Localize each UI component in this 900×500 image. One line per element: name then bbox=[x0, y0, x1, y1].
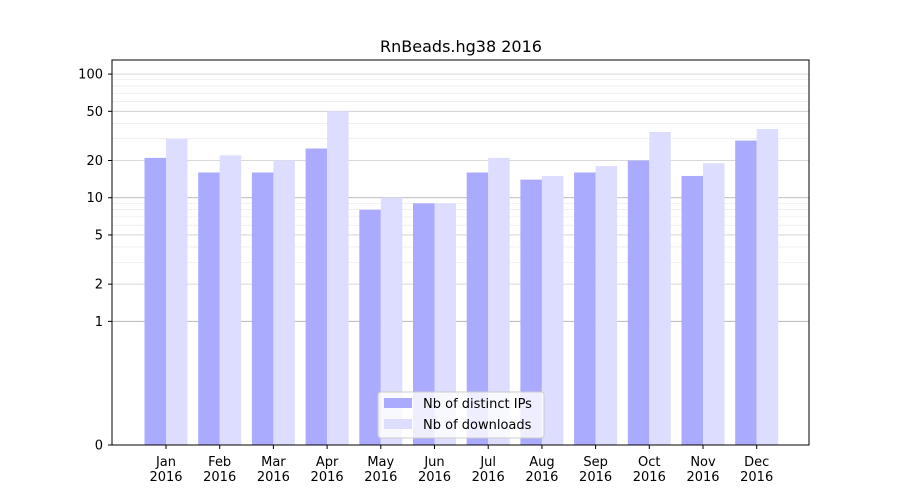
bar-downloads bbox=[219, 155, 242, 445]
x-tick-label: 2016 bbox=[579, 470, 612, 485]
x-tick-label: Sep bbox=[583, 455, 608, 470]
x-tick-label: 2016 bbox=[472, 470, 505, 485]
x-tick-label: 2016 bbox=[203, 470, 236, 485]
y-tick-label: 10 bbox=[86, 191, 103, 206]
y-tick-label: 5 bbox=[95, 228, 103, 243]
x-tick-label: Dec bbox=[744, 455, 769, 470]
bar-downloads bbox=[649, 132, 671, 446]
bar-downloads bbox=[327, 111, 349, 445]
x-tick-label: 2016 bbox=[740, 470, 773, 485]
y-tick-label: 1 bbox=[95, 315, 103, 330]
bar-downloads bbox=[166, 138, 188, 446]
bar-distinct-ips bbox=[520, 179, 542, 446]
y-tick-label: 50 bbox=[86, 105, 103, 120]
bar-downloads bbox=[595, 166, 618, 445]
bar-downloads bbox=[380, 197, 403, 445]
bars-layer bbox=[144, 111, 779, 446]
legend-label-downloads: Nb of downloads bbox=[423, 418, 532, 433]
x-tick-label: 2016 bbox=[525, 470, 558, 485]
x-tick-label: 2016 bbox=[633, 470, 666, 485]
legend-label-ips: Nb of distinct IPs bbox=[423, 397, 532, 412]
x-tick-label: Oct bbox=[638, 455, 660, 470]
bar-distinct-ips bbox=[305, 148, 328, 445]
bar-downloads bbox=[756, 128, 779, 445]
x-tick-label: Jun bbox=[423, 455, 444, 470]
y-tick-label: 2 bbox=[95, 278, 103, 293]
x-tick-label: Jan bbox=[155, 455, 176, 470]
bar-downloads bbox=[434, 203, 456, 445]
bar-downloads bbox=[703, 163, 725, 445]
bar-distinct-ips bbox=[198, 172, 220, 446]
legend-box bbox=[377, 391, 545, 439]
legend-swatch-ips bbox=[384, 398, 412, 408]
x-tick-label: Jul bbox=[479, 455, 496, 470]
x-tick-label: 2016 bbox=[257, 470, 290, 485]
axis-layer: Jan2016Feb2016Mar2016Apr2016May2016Jun20… bbox=[78, 68, 773, 485]
legend-swatch-downloads bbox=[384, 419, 412, 429]
bar-distinct-ips bbox=[144, 157, 166, 446]
x-tick-label: Aug bbox=[529, 455, 554, 470]
y-tick-label: 20 bbox=[86, 154, 103, 169]
x-tick-label: Mar bbox=[261, 455, 286, 470]
bar-downloads bbox=[488, 157, 510, 446]
chart-title: RnBeads.hg38 2016 bbox=[380, 37, 542, 56]
bar-downloads bbox=[541, 175, 564, 445]
legend: Nb of distinct IPs Nb of downloads bbox=[377, 391, 545, 439]
bar-distinct-ips bbox=[574, 172, 596, 446]
x-tick-label: 2016 bbox=[311, 470, 344, 485]
bar-distinct-ips bbox=[627, 160, 650, 445]
x-tick-label: 2016 bbox=[686, 470, 719, 485]
bar-distinct-ips bbox=[413, 203, 435, 445]
bar-downloads bbox=[273, 160, 295, 445]
x-tick-label: Apr bbox=[316, 455, 339, 470]
x-tick-label: 2016 bbox=[364, 470, 397, 485]
bar-distinct-ips bbox=[359, 209, 381, 445]
plot-frame bbox=[111, 59, 810, 446]
bar-distinct-ips bbox=[681, 175, 703, 445]
x-tick-label: 2016 bbox=[149, 470, 182, 485]
bar-distinct-ips bbox=[735, 140, 757, 445]
x-tick-label: May bbox=[367, 455, 394, 470]
bar-distinct-ips bbox=[466, 172, 489, 446]
y-tick-label: 100 bbox=[78, 68, 103, 83]
bar-distinct-ips bbox=[251, 172, 274, 446]
x-tick-label: Nov bbox=[690, 455, 716, 470]
x-tick-label: 2016 bbox=[418, 470, 451, 485]
x-tick-label: Feb bbox=[208, 455, 231, 470]
y-tick-label: 0 bbox=[95, 439, 103, 454]
